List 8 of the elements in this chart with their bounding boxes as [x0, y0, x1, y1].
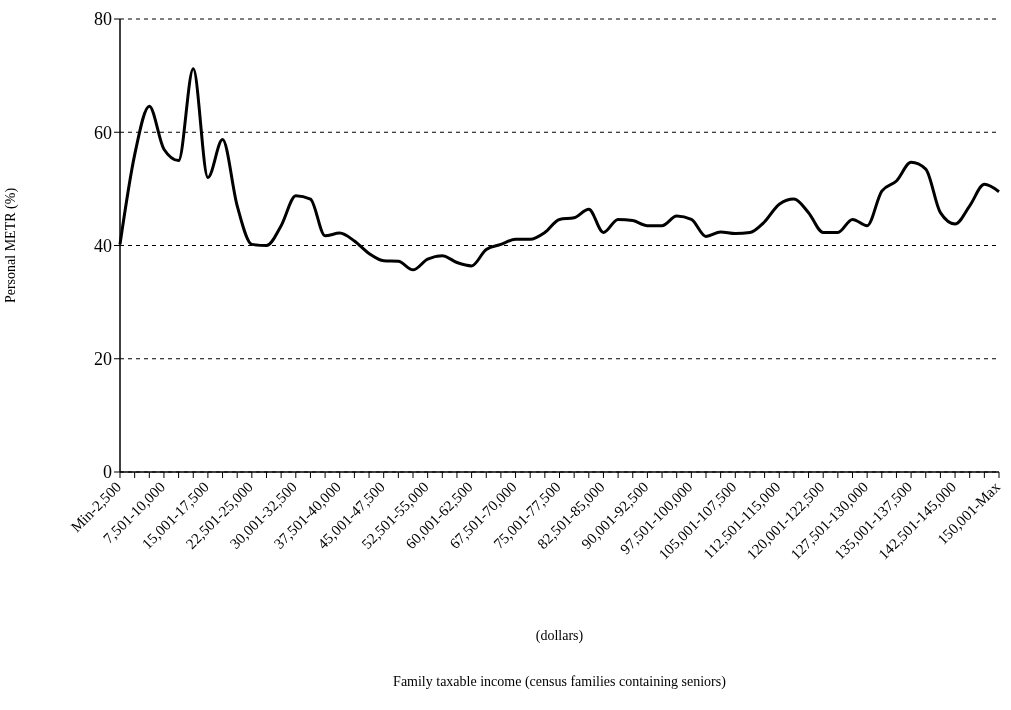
- x-axis-title: (dollars): [534, 628, 585, 644]
- y-tick-label: 20: [94, 349, 112, 370]
- y-axis-title: Personal METR (%): [2, 187, 19, 304]
- y-tick-label: 60: [94, 122, 112, 143]
- text: Family taxable income (census families containing seniors): [392, 674, 727, 690]
- y-tick-label: 40: [94, 235, 112, 256]
- y-tick-label: 80: [94, 9, 112, 30]
- y-tick-label: 0: [103, 462, 112, 483]
